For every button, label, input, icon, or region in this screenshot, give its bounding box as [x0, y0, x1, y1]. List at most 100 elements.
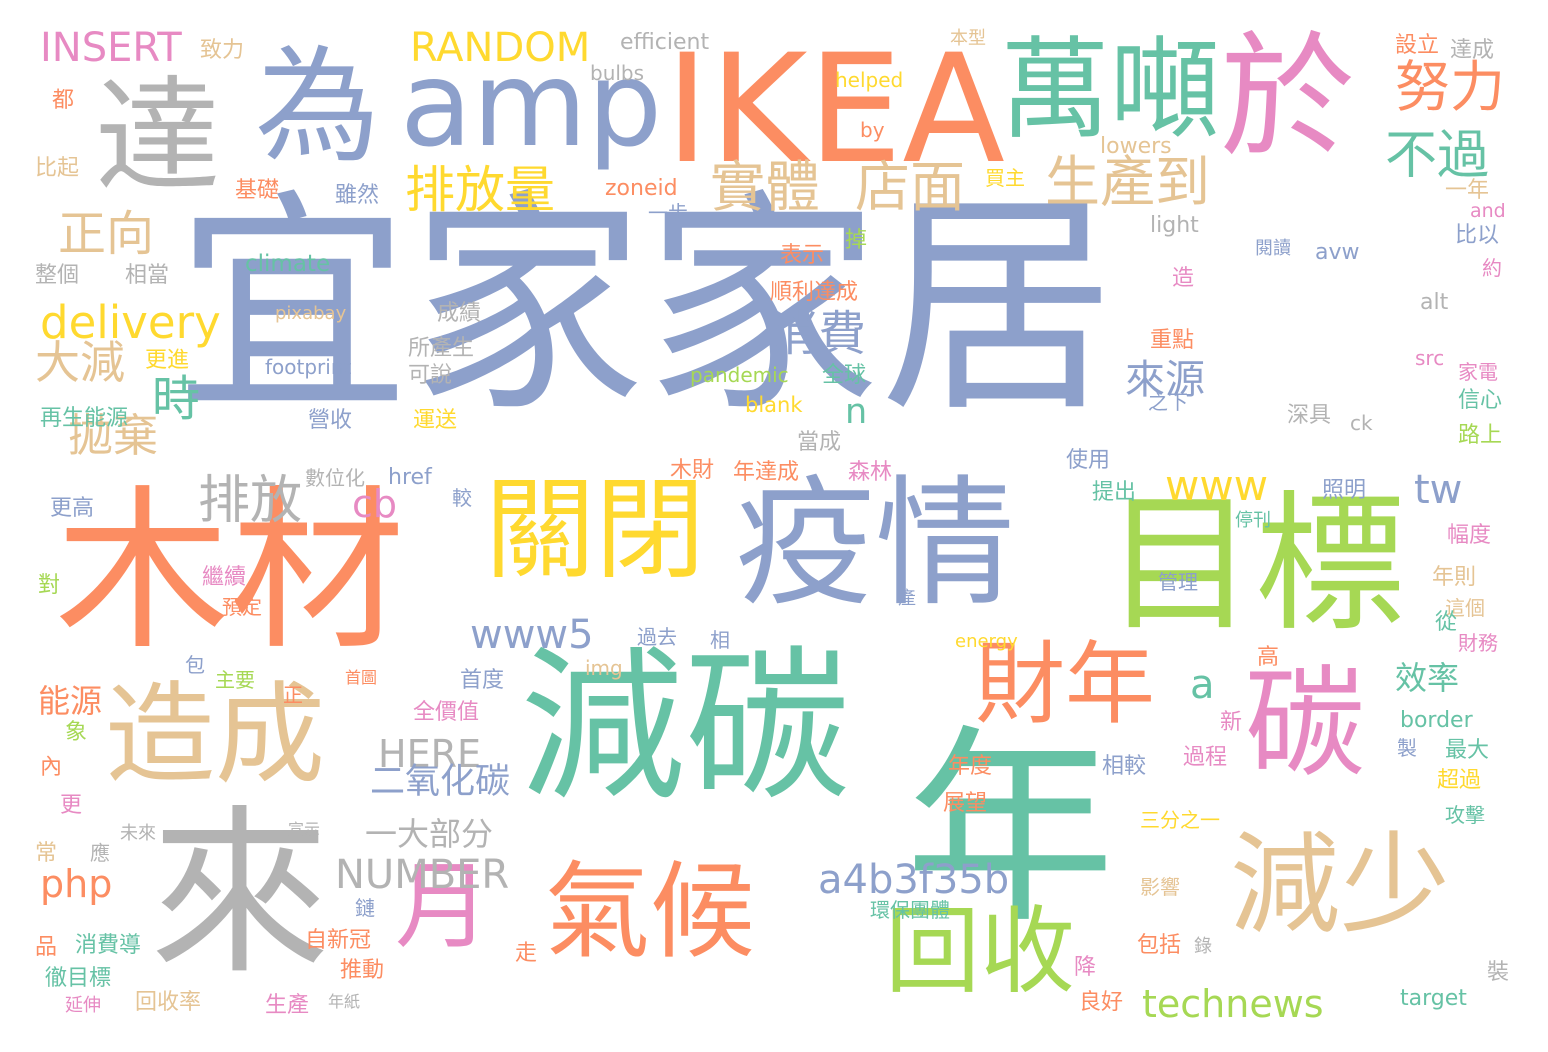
word-1: 木材: [55, 471, 405, 674]
word-145: 過程: [1183, 745, 1228, 770]
word-125: 這個: [1445, 596, 1485, 620]
word-cb: cb: [352, 482, 398, 526]
word-138: 全價值: [413, 700, 480, 725]
word-27: 正向: [58, 206, 155, 262]
word-167: 裝: [1487, 960, 1510, 985]
word-147: 更: [60, 793, 83, 818]
word-energy: energy: [955, 631, 1018, 652]
word-ikea: IKEA: [665, 23, 1005, 197]
word-83: 買主: [985, 166, 1025, 190]
word-109: 數位化: [305, 466, 365, 490]
word-amp: amp: [400, 35, 663, 173]
word-bulbs: bulbs: [590, 61, 645, 85]
word-18: 月: [395, 852, 491, 962]
word-152: 攻擊: [1445, 803, 1485, 827]
word-155: 影響: [1140, 875, 1180, 899]
word-a4b3f35b: a4b3f35b: [818, 857, 1010, 903]
word-26: 排放量: [405, 161, 555, 219]
word-122: 預定: [222, 595, 262, 619]
word-160: 自新冠: [305, 928, 372, 953]
word-150: 展望: [943, 791, 988, 816]
word-158: 品: [35, 935, 58, 960]
word-lowers: lowers: [1100, 134, 1172, 159]
word-169: 回收率: [135, 990, 202, 1015]
word-and: and: [1470, 200, 1506, 222]
word-104: 信心: [1458, 388, 1503, 413]
word-90: 表示: [780, 243, 825, 268]
word-91: 閱讀: [1255, 238, 1291, 259]
word-24: 店面: [855, 155, 966, 219]
word-www5: www5: [470, 612, 594, 658]
word-79: 比起: [35, 156, 80, 181]
word-80: 基礎: [235, 178, 280, 203]
word-16: 碳: [1245, 655, 1365, 794]
word-96: 可說: [408, 363, 453, 388]
word-30: 時: [152, 371, 201, 427]
word-target: target: [1400, 986, 1467, 1011]
word-171: 生產: [265, 993, 310, 1018]
word-86: 約: [1482, 256, 1502, 280]
word-132: 主要: [215, 668, 255, 692]
word-136: 高: [1257, 645, 1280, 670]
word-76: 設立: [1395, 33, 1440, 58]
word-116: 提出: [1092, 480, 1137, 505]
word-17: 減少: [1230, 821, 1450, 949]
word-135: 首度: [460, 668, 505, 693]
word-123: 管理: [1158, 570, 1198, 594]
word-144: 相較: [1102, 754, 1147, 779]
word-13: 關閉: [485, 466, 705, 594]
word-technews: technews: [1142, 982, 1324, 1026]
word-zoneid: zoneid: [605, 176, 678, 201]
word-88: 整個: [35, 263, 80, 288]
word-insert: INSERT: [40, 25, 182, 71]
word-ck: ck: [1350, 411, 1373, 435]
word-107: 路上: [1458, 423, 1503, 448]
word-pixabay: pixabay: [275, 303, 347, 324]
word-111: 年達成: [733, 460, 800, 485]
word-133: 正: [283, 683, 303, 707]
word-pandemic: pandemic: [690, 363, 789, 387]
word-82: 一步: [648, 201, 688, 225]
word-124: 年則: [1432, 565, 1477, 590]
word-25: 生產到: [1045, 150, 1211, 214]
word-31: 拋棄: [68, 409, 159, 462]
word-32: 排放: [198, 471, 303, 531]
word-102: 重點: [1150, 328, 1195, 353]
word-105: 之下: [1148, 390, 1188, 414]
word-118: 停刊: [1235, 510, 1271, 531]
word-random: RANDOM: [410, 25, 591, 71]
word-77: 達成: [1450, 38, 1495, 63]
word-99: 營收: [308, 408, 353, 433]
word-106: 深具: [1287, 403, 1332, 428]
word-2: 減碳: [520, 631, 850, 823]
word-143: 年度: [948, 754, 993, 779]
word-here: HERE: [378, 732, 481, 776]
word-153: 常: [35, 841, 58, 866]
word-128: 產: [898, 588, 916, 609]
word-tw: tw: [1414, 467, 1463, 513]
word-delivery: delivery: [40, 296, 221, 349]
word-156: 鏈: [355, 896, 375, 920]
word-74: 致力: [200, 38, 245, 63]
word-footprint: footprint: [265, 355, 352, 379]
word-98: 再生能源: [40, 406, 129, 431]
word-113: 使用: [1066, 448, 1111, 473]
word-92: 造: [1172, 266, 1195, 291]
word-134: 首圖: [345, 668, 378, 687]
word-84: 一年: [1445, 178, 1490, 203]
word-163: 錄: [1194, 936, 1212, 957]
word-42: 一大部分: [365, 815, 494, 853]
word-4: 來: [150, 790, 331, 999]
word-img: img: [585, 656, 623, 680]
word-139: 新: [1220, 710, 1243, 735]
word-number: NUMBER: [335, 852, 510, 898]
word-110: 木財: [670, 458, 715, 483]
word-helped: helped: [835, 68, 904, 92]
word-161: 走: [515, 941, 538, 966]
word-157: 環保團體: [870, 898, 950, 922]
word-172: 良好: [1079, 990, 1124, 1015]
word-159: 消費導: [75, 933, 142, 958]
word-119: 幅度: [1447, 523, 1492, 548]
word-164: 徹目標: [45, 966, 112, 991]
